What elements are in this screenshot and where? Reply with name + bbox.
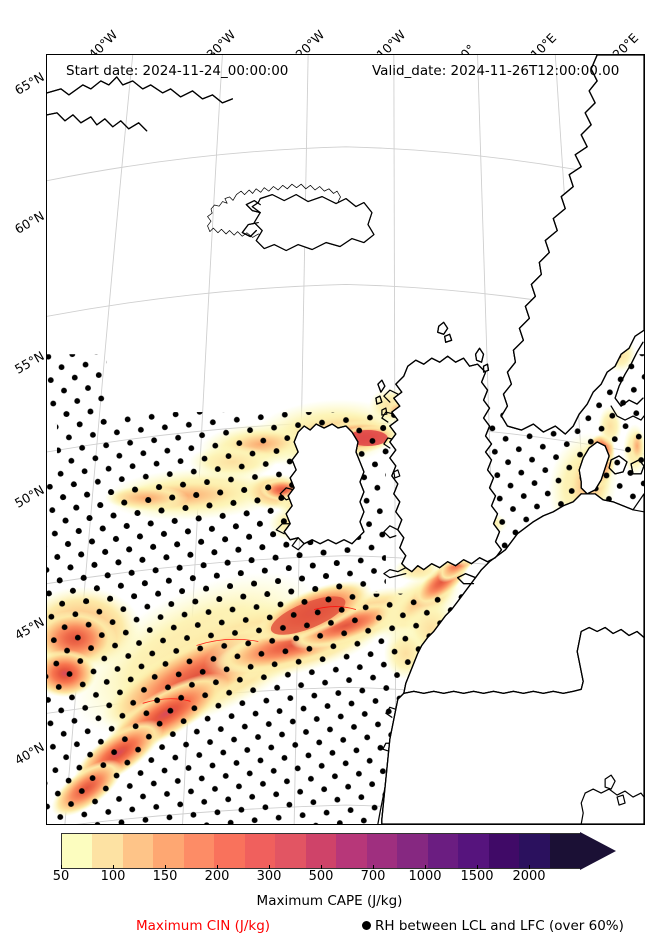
colorbar-segment-1 xyxy=(92,834,123,868)
colorbar-tick-mark xyxy=(321,865,322,869)
valid-date-title: Valid_date: 2024-11-26T12:00:00.00 xyxy=(372,63,620,79)
stipple-landmask xyxy=(252,194,374,251)
cin-legend-label: Maximum CIN (J/kg) xyxy=(136,918,271,934)
coastline-strokes xyxy=(47,55,644,824)
colorbar-tick-mark xyxy=(529,865,530,869)
colorbar-tick-label: 300 xyxy=(256,869,282,884)
colorbar-segment-4 xyxy=(183,834,215,868)
colorbar-segment-6 xyxy=(244,834,276,868)
colorbar-body xyxy=(61,833,581,869)
rh-legend-label: RH between LCL and LFC (over 60%) xyxy=(362,918,624,934)
colorbar-tick-mark xyxy=(165,865,166,869)
colorbar-tick-mark xyxy=(61,865,62,869)
colorbar-segment-5 xyxy=(214,834,245,868)
colorbar-segment-13 xyxy=(458,834,489,868)
colorbar-tick-label: 150 xyxy=(152,869,178,884)
colorbar-tick-label: 200 xyxy=(204,869,230,884)
map-canvas xyxy=(47,55,644,824)
colorbar-segment-14 xyxy=(488,834,520,868)
lat-tick-label: 65°N xyxy=(11,69,47,98)
colorbar-tick-label: 1500 xyxy=(460,869,494,884)
colorbar-tick-mark xyxy=(113,865,114,869)
colorbar-segment-0 xyxy=(62,834,93,868)
colorbar-segment-15 xyxy=(519,834,550,868)
colorbar-segment-16 xyxy=(549,834,580,868)
colorbar-tick-label: 700 xyxy=(360,869,386,884)
start-date-title: Start date: 2024-11-24_00:00:00 xyxy=(66,63,289,79)
colorbar-segment-7 xyxy=(275,834,306,868)
colorbar-segment-11 xyxy=(397,834,428,868)
lat-tick-label: 60°N xyxy=(11,208,47,237)
coastlines-overlay xyxy=(283,55,644,824)
colorbar-segment-9 xyxy=(336,834,367,868)
colorbar-tick-mark xyxy=(269,865,270,869)
colorbar-tick-mark xyxy=(425,865,426,869)
rh-legend-text: RH between LCL and LFC (over 60%) xyxy=(375,918,624,934)
colorbar-tick-label: 2000 xyxy=(512,869,546,884)
colorbar-tick-label: 500 xyxy=(308,869,334,884)
lat-tick-label: 45°N xyxy=(11,614,47,643)
colorbar-tick-label: 50 xyxy=(52,869,70,884)
colorbar-segment-8 xyxy=(305,834,337,868)
lat-tick-label: 55°N xyxy=(11,348,47,377)
lat-tick-label: 50°N xyxy=(11,482,47,511)
colorbar-axis-label: Maximum CAPE (J/kg) xyxy=(256,893,403,909)
filled-circle-icon xyxy=(362,921,371,930)
map-plot-area[interactable] xyxy=(46,54,645,825)
colorbar-segment-12 xyxy=(427,834,459,868)
colorbar-tick-label: 100 xyxy=(100,869,126,884)
colorbar-extend-arrow xyxy=(580,832,616,870)
colorbar-tick-mark xyxy=(373,865,374,869)
colorbar[interactable] xyxy=(61,832,635,870)
colorbar-segment-10 xyxy=(366,834,398,868)
colorbar-tick-mark xyxy=(477,865,478,869)
colorbar-segment-2 xyxy=(122,834,154,868)
colorbar-segment-3 xyxy=(153,834,184,868)
lat-tick-label: 40°N xyxy=(11,739,47,768)
colorbar-tick-label: 1000 xyxy=(408,869,442,884)
colorbar-tick-mark xyxy=(217,865,218,869)
